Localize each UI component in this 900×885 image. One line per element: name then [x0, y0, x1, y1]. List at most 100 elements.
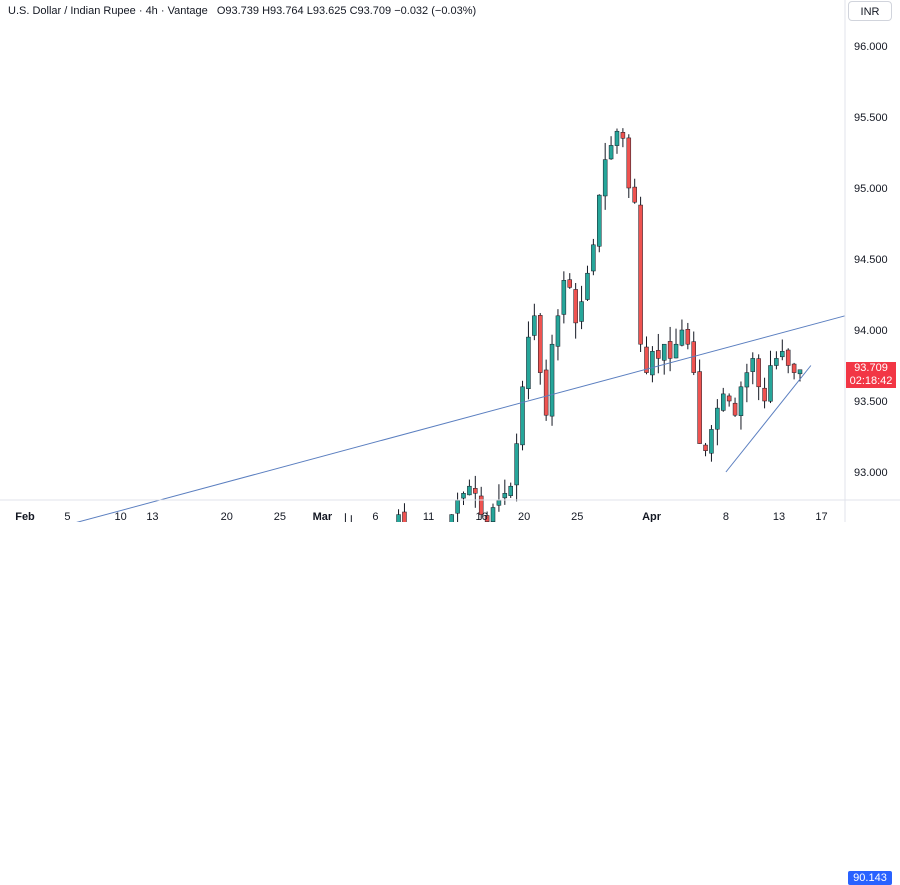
time-tick-label: Mar [313, 511, 333, 522]
candle [667, 326, 673, 372]
candle [591, 238, 596, 276]
candle [691, 331, 696, 376]
candle [350, 515, 352, 522]
candle-body [402, 511, 407, 522]
candle [602, 142, 608, 210]
candle [650, 346, 655, 383]
symbol-legend: U.S. Dollar / Indian Rupee · 4h · Vantag… [8, 5, 476, 17]
time-axis[interactable]: Feb 5 10 13 20 25 Mar 6 11 16 20 25 Apr 8 13 17 [0, 499, 900, 522]
price-tick-label: 96.000 [854, 41, 888, 53]
candle [514, 433, 519, 502]
candle [608, 136, 614, 160]
time-tick-label: 25 [571, 511, 583, 522]
candle [756, 354, 761, 401]
candle [785, 348, 791, 374]
candle [455, 492, 460, 522]
candle-body [573, 289, 578, 324]
candle-body [756, 358, 761, 388]
candle [656, 333, 661, 374]
candle [703, 442, 708, 457]
candle-body [785, 349, 791, 366]
candle [561, 271, 567, 324]
candle [626, 134, 632, 198]
time-tick-label: 10 [114, 511, 126, 522]
candle-body [715, 407, 720, 430]
candle [715, 399, 720, 446]
price-tick-label: 95.500 [854, 112, 888, 124]
candle [549, 334, 555, 426]
open-value: O93.739 [216, 5, 260, 17]
candle-body [626, 137, 632, 189]
candle-body [537, 315, 543, 373]
candle [496, 484, 502, 512]
candle-body [703, 444, 708, 451]
candle-body [449, 514, 454, 522]
candle [638, 196, 643, 353]
candle [721, 387, 726, 412]
price-tick-label: 93.500 [854, 396, 888, 408]
candle-body [490, 507, 496, 522]
candle [791, 362, 797, 380]
candle-body [679, 329, 685, 346]
candle-body [697, 371, 702, 444]
candle-body [514, 443, 519, 486]
candle [461, 491, 466, 506]
candle [762, 377, 767, 409]
candle-body [650, 351, 655, 376]
candle-body [532, 315, 537, 336]
candle [526, 321, 531, 400]
candle-body [709, 429, 714, 454]
candle-body [585, 272, 590, 300]
trendline-upper-channel [76, 315, 846, 522]
candle [750, 352, 756, 385]
candle-body [638, 204, 643, 345]
candle-body [455, 500, 460, 514]
candle-body [526, 336, 531, 389]
candle-body [667, 341, 673, 359]
candle [732, 397, 738, 417]
plot-area[interactable] [1, 128, 803, 522]
candle-body [791, 363, 797, 373]
candle-body [591, 244, 596, 272]
candle-body [732, 402, 738, 416]
candle-body [780, 351, 785, 358]
candle [697, 359, 702, 444]
candle [661, 343, 667, 375]
price-tick-label: 94.000 [854, 325, 888, 337]
price-tick-label: 93.000 [854, 467, 888, 479]
candle-body [602, 159, 608, 197]
time-tick-label: Feb [15, 511, 35, 522]
price-chart[interactable]: 96.000 95.500 95.000 94.500 94.000 93.500 93.0… [0, 0, 900, 522]
time-tick-label: 25 [274, 511, 286, 522]
last-price-value: 93.709 [854, 362, 888, 375]
last-price-tag: 93.709 02:18:42 [846, 362, 896, 389]
candle [402, 503, 407, 522]
price-axis[interactable]: 96.000 95.500 95.000 94.500 94.000 93.500 93.0… [844, 0, 888, 522]
candle [396, 509, 401, 522]
change-value: −0.032 (−0.03%) [394, 5, 477, 17]
candle [620, 128, 626, 148]
time-tick-label: 13 [146, 511, 158, 522]
candle-body [721, 393, 726, 411]
candle-body [644, 346, 649, 373]
time-tick-label: Apr [642, 511, 662, 522]
candle [473, 475, 478, 508]
candle-body [744, 372, 750, 388]
time-tick-label: 8 [723, 511, 729, 522]
candle-body [508, 485, 513, 496]
candle-body [750, 358, 756, 372]
candle-body [762, 387, 767, 402]
candle [490, 503, 496, 522]
candle-body [597, 194, 602, 247]
candle [449, 514, 454, 522]
candle-body [685, 329, 691, 345]
drawn-lines [76, 315, 846, 522]
candle-body [768, 365, 773, 402]
candle-body [774, 358, 779, 366]
candle [673, 328, 679, 359]
candle [726, 393, 732, 407]
currency-button[interactable]: INR [848, 1, 892, 21]
candle-body [520, 386, 525, 446]
candle [774, 351, 779, 370]
support-level-tag: 90.143 [848, 870, 892, 885]
